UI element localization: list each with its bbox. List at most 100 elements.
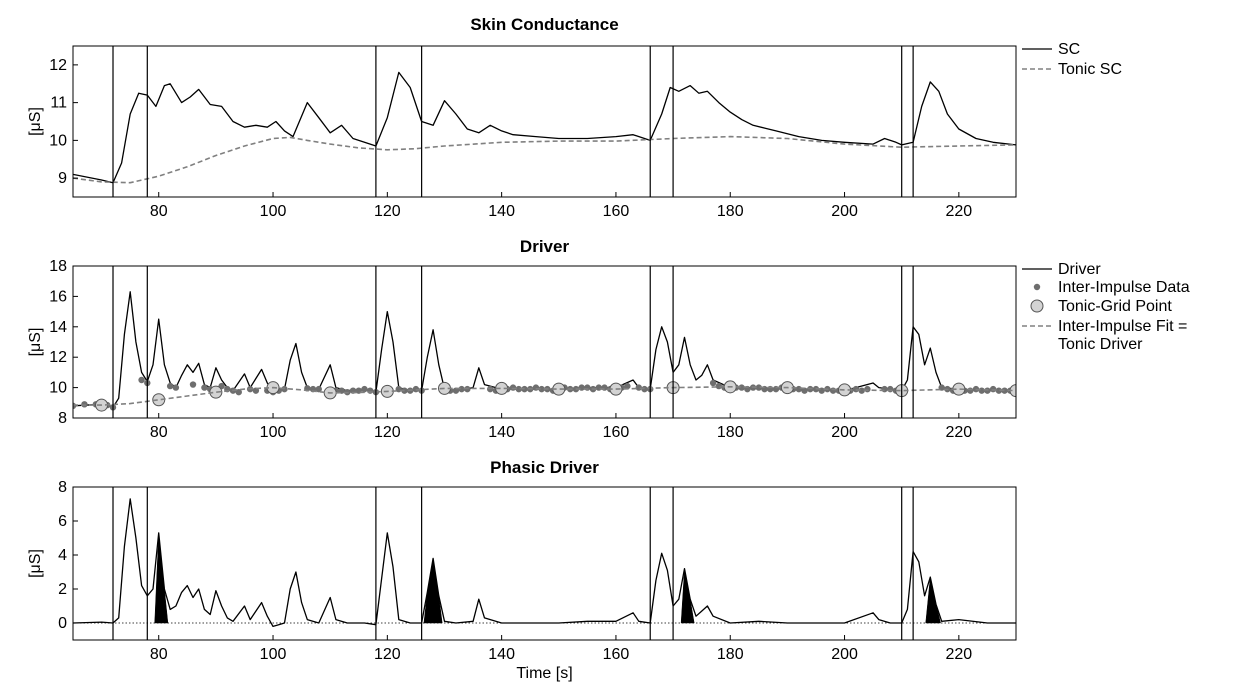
chart-2-xtick-label-4: 160 <box>603 646 630 663</box>
chart-2-xtick-label-6: 200 <box>831 646 858 663</box>
chart-1-legend-label-4: Tonic Driver <box>1058 336 1143 353</box>
chart-0-series-sc <box>73 71 1016 184</box>
chart-2-ytick-label-3: 6 <box>58 513 67 530</box>
chart-0-ytick-label-2: 11 <box>50 95 67 112</box>
skin-conductance-panel: Skin Conductance 9 10 11 12 80 100 120 140 160 180… <box>27 15 1122 220</box>
chart-1-series-inter-impulse-data-point-99 <box>881 385 888 393</box>
chart-1-ytick-label-4: 16 <box>49 288 67 305</box>
chart-2-xtick-label-3: 140 <box>488 646 515 663</box>
chart-0-title: Skin Conductance <box>470 15 618 34</box>
chart-1-series-inter-impulse-data-point-76 <box>738 384 745 391</box>
chart-1-series-inter-impulse-data-point-100 <box>887 385 894 393</box>
chart-2-xtick-label-7: 220 <box>945 646 972 663</box>
chart-2-xtick-label-2: 120 <box>374 646 401 663</box>
chart-0-plot-area <box>73 71 1016 184</box>
chart-1-series-inter-impulse-data-point-51 <box>532 384 540 391</box>
chart-1-series-inter-impulse-data-point-87 <box>801 387 808 394</box>
chart-0-ytick-label-1: 10 <box>49 132 67 149</box>
chart-0-xtick-label-7: 220 <box>945 203 972 220</box>
chart-2-series-phasic-driver <box>73 498 1016 628</box>
chart-1-series-inter-impulse-data-point-30 <box>361 385 368 393</box>
chart-0-xtick-label-5: 180 <box>717 203 744 220</box>
chart-1-series-inter-impulse-data-point-68 <box>635 384 642 391</box>
chart-1-axes-box <box>72 265 1017 419</box>
chart-2-ytick-label-2: 4 <box>58 547 67 564</box>
chart-0-legend-label-0: SC <box>1058 41 1080 58</box>
chart-1-series-inter-impulse-data-point-52 <box>538 385 545 393</box>
chart-1-series-inter-impulse-data-point-72 <box>715 382 723 390</box>
chart-1-series-inter-impulse-data-point-41 <box>458 385 465 393</box>
chart-2-ytick-label-0: 0 <box>58 615 67 632</box>
chart-1-series-inter-impulse-data-point-112 <box>989 385 997 393</box>
chart-1-legend-swatch-2 <box>1030 299 1044 313</box>
chart-1-series-inter-impulse-data-point-9 <box>189 381 197 388</box>
chart-0-ytick-label-0: 9 <box>58 170 67 187</box>
chart-2-plot-area <box>73 498 1016 628</box>
chart-1-series-inter-impulse-data-point-108 <box>967 387 974 394</box>
chart-1-ytick-label-3: 14 <box>49 319 67 336</box>
driver-panel: Driver 8 10 12 14 16 18 80 100 120 140 160 180 200 220… <box>27 237 1190 441</box>
chart-1-series-inter-impulse-data-point-10 <box>201 384 208 391</box>
chart-1-series-inter-impulse-data-point-79 <box>755 384 763 391</box>
chart-1-xtick-label-5: 180 <box>717 424 744 441</box>
chart-1-xtick-label-7: 220 <box>945 424 972 441</box>
chart-1-series-inter-impulse-data-point-8 <box>172 384 180 391</box>
chart-1-ytick-label-1: 10 <box>49 380 67 397</box>
chart-0-xtick-label-3: 140 <box>488 203 515 220</box>
chart-1-series-inter-impulse-data-point-48 <box>515 385 522 393</box>
chart-1-series-inter-impulse-fit-tonic-driver <box>73 386 1016 406</box>
chart-1-series-tonic-grid-point-point-2 <box>209 385 223 399</box>
chart-1-ylabel: [μS] <box>27 328 44 357</box>
chart-1-xtick-label-1: 100 <box>260 424 287 441</box>
chart-1-xtick-label-2: 120 <box>374 424 401 441</box>
chart-1-ytick-label-5: 18 <box>49 258 67 275</box>
chart-2-ytick-label-4: 8 <box>58 479 67 496</box>
chart-1-series-inter-impulse-data-point-113 <box>995 387 1003 394</box>
chart-1-series-inter-impulse-data-point-92 <box>829 387 837 394</box>
chart-1-series-inter-impulse-data-point-47 <box>509 384 517 391</box>
chart-1-series-inter-impulse-data-point-86 <box>795 385 803 393</box>
chart-1-legend-label-1: Inter-Impulse Data <box>1058 279 1190 296</box>
chart-1-xtick-label-3: 140 <box>488 424 515 441</box>
chart-1-legend-label-3: Inter-Impulse Fit = <box>1058 318 1187 335</box>
chart-1-series-inter-impulse-data-point-71 <box>709 379 717 387</box>
chart-0-xtick-label-4: 160 <box>603 203 630 220</box>
chart-1-series-inter-impulse-data-point-7 <box>166 382 174 390</box>
chart-1-title: Driver <box>520 237 570 256</box>
chart-1-series-inter-impulse-data-point-114 <box>1001 387 1008 394</box>
chart-0-ytick-label-3: 12 <box>49 57 67 74</box>
chart-1-xtick-label-6: 200 <box>831 424 858 441</box>
chart-0-legend-label-1: Tonic SC <box>1058 61 1122 78</box>
chart-2-title: Phasic Driver <box>490 458 599 477</box>
chart-0-xtick-label-1: 100 <box>260 203 287 220</box>
chart-1-series-inter-impulse-data-point-110 <box>978 387 985 394</box>
chart-1-series-inter-impulse-data-point-67 <box>624 382 631 390</box>
chart-1-series-inter-impulse-data-point-96 <box>852 385 860 393</box>
chart-0-xtick-label-6: 200 <box>831 203 858 220</box>
chart-2-axes-box <box>72 486 1017 641</box>
chart-1-legend-swatch-1 <box>1033 283 1041 291</box>
chart-1-xtick-label-4: 160 <box>603 424 630 441</box>
chart-2-ytick-label-1: 2 <box>58 581 67 598</box>
chart-1-series-inter-impulse-data-point-97 <box>858 387 865 394</box>
chart-1-series-inter-impulse-data-point-5 <box>138 376 145 384</box>
chart-1-legend-label-0: Driver <box>1058 261 1101 278</box>
chart-0-axes-box <box>72 45 1017 198</box>
chart-0-xtick-label-0: 80 <box>150 203 168 220</box>
chart-1-ytick-label-2: 12 <box>49 349 67 366</box>
chart-2-xtick-label-0: 80 <box>150 646 168 663</box>
chart-1-series-inter-impulse-data-point-98 <box>864 385 871 393</box>
chart-0-legend: SC Tonic SC <box>1022 41 1122 78</box>
chart-1-ytick-label-0: 8 <box>58 410 67 427</box>
phasic-driver-panel: Phasic Driver 0 2 4 6 8 80 100 120 140 160 180 200 22… <box>27 458 1017 682</box>
chart-2-xtick-label-5: 180 <box>717 646 744 663</box>
chart-2-xlabel: Time [s] <box>516 665 572 682</box>
chart-2-filled-peak-1 <box>423 558 443 624</box>
chart-1-series-inter-impulse-data-point-24 <box>315 385 322 393</box>
chart-0-ylabel: [μS] <box>27 107 44 136</box>
chart-2-xtick-label-1: 100 <box>260 646 287 663</box>
chart-0-xtick-label-2: 120 <box>374 203 401 220</box>
chart-1-series-tonic-grid-point <box>95 380 1016 412</box>
